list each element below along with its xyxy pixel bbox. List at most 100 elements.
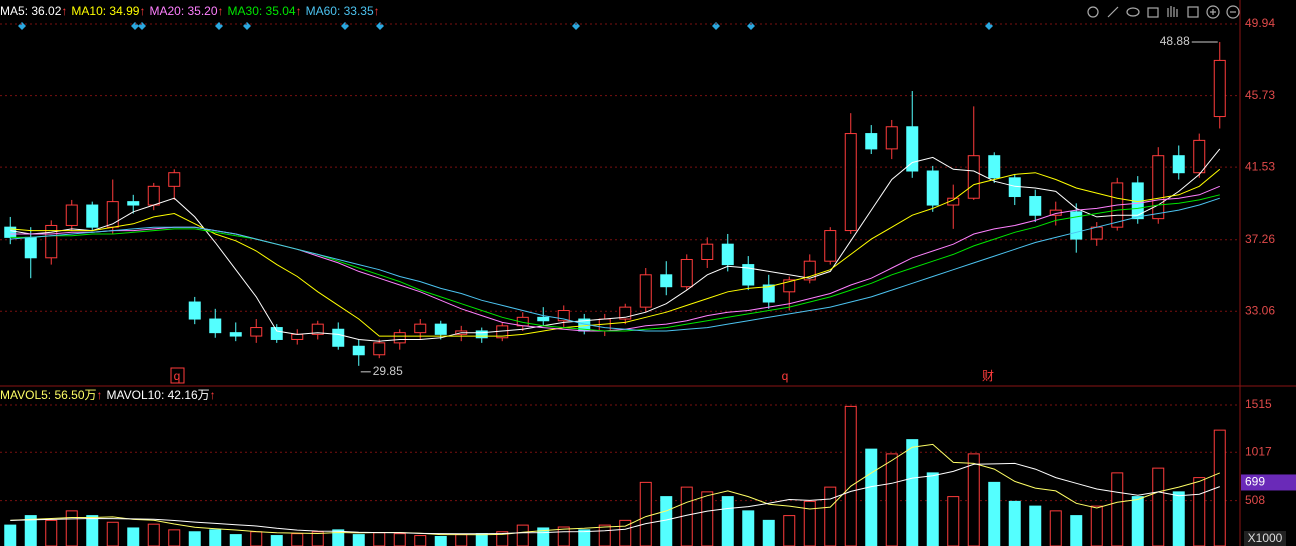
current-marker [1241,474,1296,491]
volume-bar [1029,505,1042,546]
volume-bar [639,481,652,546]
volume-bar [988,481,1001,546]
legend-name: MAVOL10 [107,388,162,402]
candle-body [1090,226,1103,240]
candle-body [803,260,816,281]
ma-line [10,462,1220,535]
volume-bar [1131,496,1144,546]
volume-bar [1090,505,1103,546]
candle-body [865,133,878,150]
candle-body [824,230,837,262]
y-tick-label: 37.26 [1245,232,1275,246]
candle-body [1070,211,1083,240]
candle-body [1152,155,1165,220]
y-tick-label: 508 [1245,493,1265,507]
volume-bar [291,533,304,546]
event-box [170,367,185,384]
volume-bar [1111,472,1124,546]
y-tick-label: 1515 [1245,397,1272,411]
legend-name: MA10 [71,4,103,18]
volume-bar [475,533,488,546]
ma-line [10,148,1221,342]
volume-bar [578,529,591,546]
volume-bar [250,531,263,546]
toolbar[interactable] [1087,5,1240,19]
candle-body [783,279,796,293]
legend-name: MA60 [306,4,338,18]
low-label: 29.85 [373,364,403,378]
candle-body [291,333,304,340]
volume-bar [1152,467,1165,546]
candle-body [127,201,140,206]
volume-bar [783,515,796,546]
ma-line [10,197,1220,332]
candle-body [885,126,898,150]
candle-body [188,301,201,320]
candle-body [906,126,919,172]
candle-body [229,332,242,337]
candle-body [168,172,181,187]
candle-body [926,170,939,206]
candle-body [1193,139,1206,174]
volume-bar [516,524,529,546]
candle-body [557,310,570,322]
legend-trend: ↑ [97,388,103,402]
volume-bar [1213,429,1226,546]
volume-bar [332,529,345,546]
y-tick-label: 1017 [1245,444,1272,458]
candle-body [639,274,652,308]
candle-body [352,345,365,356]
volume-bar [721,496,734,546]
legend-value: : 34.99 [103,4,140,18]
candle-body [742,264,755,286]
candle-body [434,323,447,335]
legend-value: : 42.16万 [161,388,210,402]
volume-bar [701,491,714,546]
candle-body [619,306,632,320]
event-label: 财 [982,369,994,383]
volume-bar [926,472,939,546]
volume-bar [455,534,468,546]
volume-bar [1193,477,1206,546]
candle-body [373,342,386,356]
volume-bar [373,532,386,546]
candle-body [250,327,263,337]
legend-name: MA20 [149,4,181,18]
y-tick-label: 45.73 [1245,88,1275,102]
volume-bar [147,523,160,546]
candle-body [24,236,37,259]
volume-bar [885,453,898,546]
volume-bar [660,496,673,546]
volume-bar [598,524,611,546]
event-label: q [782,369,789,383]
candle-body [1213,59,1226,118]
candle-body [475,330,488,339]
y-tick-label: 41.53 [1245,159,1275,173]
candle-body [1029,196,1042,216]
volume-bar [537,527,550,546]
volume-bar [209,529,222,546]
legend: MA5: 36.02↑ MA10: 34.99↑ MA20: 35.20↑ MA30:… [0,4,380,18]
volume-bar [393,533,406,546]
candle-body [762,284,775,303]
volume-bar [742,510,755,546]
legend-value: : 35.04 [259,4,296,18]
candle-body [4,226,17,238]
volume-bar [1070,515,1083,546]
legend-value: : 36.02 [25,4,62,18]
volume-bar [824,486,837,546]
legend-trend: ↑ [296,4,302,18]
volume-bar [947,496,960,546]
legend-value: : 33.35 [337,4,374,18]
volume-bar [65,510,78,546]
volume-bar [906,439,919,546]
candle-body [1008,177,1021,198]
candle-body [270,327,283,340]
ma-line [10,194,1220,332]
legend-trend: ↑ [210,388,216,402]
candle-body [311,323,324,335]
volume-bar [762,519,775,546]
candle-body [414,323,427,334]
